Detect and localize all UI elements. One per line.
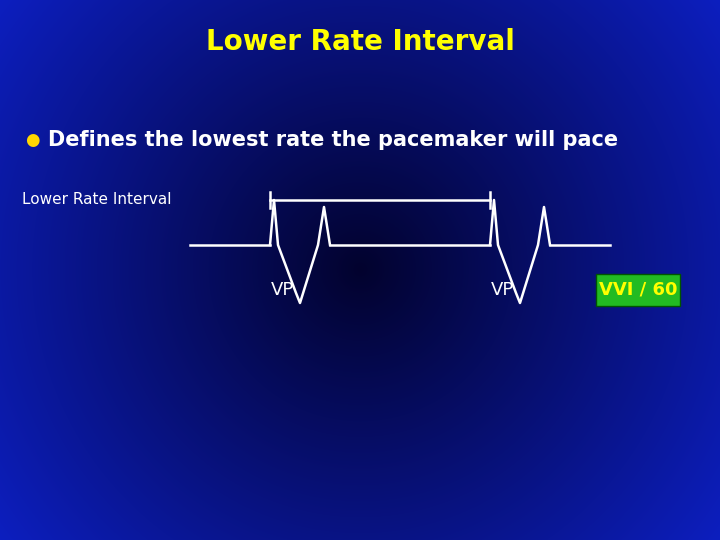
Text: VP: VP [271, 281, 294, 299]
Text: Lower Rate Interval: Lower Rate Interval [206, 28, 514, 56]
Text: VVI / 60: VVI / 60 [599, 281, 678, 299]
FancyBboxPatch shape [596, 274, 680, 306]
Text: Lower Rate Interval: Lower Rate Interval [22, 192, 171, 207]
Text: VP: VP [490, 281, 513, 299]
Text: Defines the lowest rate the pacemaker will pace: Defines the lowest rate the pacemaker wi… [48, 130, 618, 150]
Text: ●: ● [24, 131, 40, 149]
